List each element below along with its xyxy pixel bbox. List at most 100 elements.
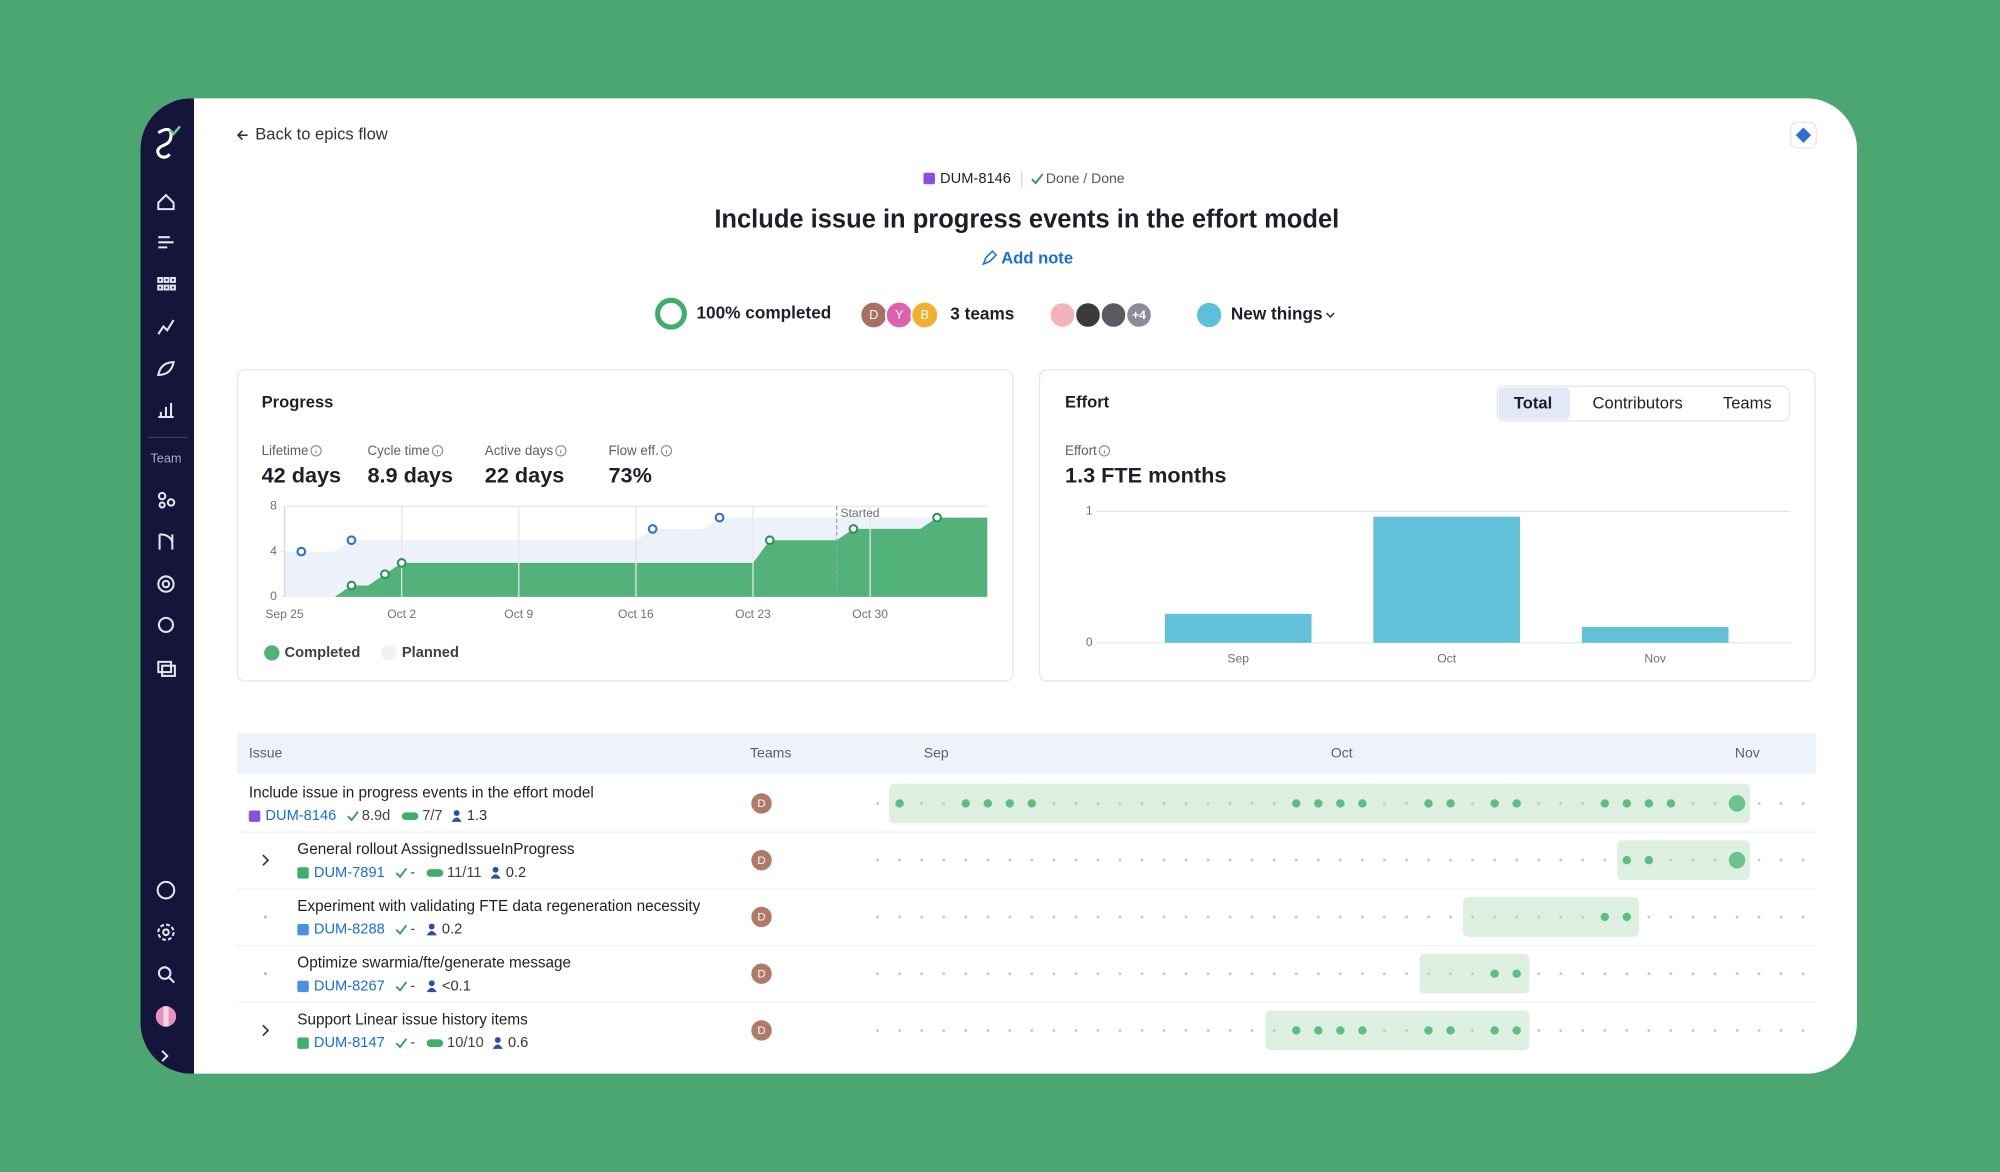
timeline-dot (942, 972, 946, 976)
tab[interactable]: Contributors (1593, 394, 1683, 413)
timeline-dot (1581, 972, 1585, 976)
category[interactable]: New things (1231, 304, 1323, 324)
nav-investment[interactable] (157, 361, 175, 376)
issue-key[interactable]: DUM-7891 (314, 865, 385, 881)
timeline-dot (986, 915, 990, 919)
contributors-more-badge[interactable] (1125, 301, 1153, 329)
data-point (764, 535, 775, 546)
issue-title[interactable]: Include issue in progress events in the … (249, 784, 594, 801)
issue-key[interactable]: DUM-8146 (265, 808, 336, 824)
timeline-dot (876, 915, 879, 919)
nav-home[interactable] (157, 193, 175, 211)
timeline-dot (1581, 802, 1585, 805)
x-tick-label: Sep 25 (265, 607, 304, 621)
effort: 0.2 (506, 865, 526, 881)
activity-dot (1490, 969, 1499, 978)
x-tick-label: Oct 16 (618, 607, 654, 621)
category-caret[interactable] (1325, 312, 1335, 318)
metric-label: Cycle time (367, 443, 429, 458)
timeline-dot (1360, 915, 1364, 919)
timeline-dot (964, 972, 968, 976)
issue-key[interactable]: DUM-8288 (314, 922, 385, 938)
timeline-dot (1713, 1029, 1717, 1032)
nav-pulls[interactable] (158, 533, 174, 550)
timeline-dot (1669, 915, 1673, 919)
timeline-dot (1250, 1029, 1254, 1032)
y-tick-label: 1 (1086, 504, 1093, 518)
completion: 100% completed (696, 302, 831, 322)
timeline-dot (1471, 858, 1474, 862)
timeline-dot (1449, 915, 1452, 919)
timeline-dot (942, 802, 946, 805)
issue-title[interactable]: Experiment with validating FTE data rege… (297, 898, 700, 915)
timeline-dot (986, 858, 990, 862)
nav-docs[interactable] (157, 660, 173, 674)
nav-settings[interactable] (157, 923, 175, 941)
timeline-dot (1713, 915, 1717, 919)
issue-key[interactable]: DUM-8267 (314, 978, 385, 994)
issue-title[interactable]: Optimize swarmia/fte/generate message (297, 955, 571, 972)
column-header: Issue (249, 744, 283, 760)
activity-dot (1600, 912, 1610, 922)
contributors-more[interactable]: +4 (1132, 308, 1146, 322)
nav-flow[interactable] (158, 236, 174, 249)
team-avatar-letter: D (757, 912, 765, 924)
timeline-dot (1228, 858, 1232, 862)
nav-team[interactable] (157, 491, 167, 501)
timeline-dot (1691, 858, 1695, 862)
timeline-dot (1471, 1029, 1474, 1032)
completion-ring (655, 297, 687, 330)
expand-chevron[interactable] (262, 1024, 270, 1037)
cycle-check (395, 867, 408, 879)
issue-key[interactable]: DUM-8147 (314, 1035, 385, 1051)
timeline-dot (1581, 858, 1585, 862)
team-avatar-letter: D (757, 855, 765, 867)
tab-active (1498, 387, 1571, 420)
sidebar-section: Team (150, 450, 181, 465)
back-link[interactable]: Back to epics flow (255, 125, 388, 144)
timeline-dot (1801, 1029, 1805, 1032)
x-tick-label: Oct 2 (387, 607, 416, 621)
nav-chat[interactable] (157, 616, 174, 633)
timeline-dot (898, 858, 902, 862)
team-avatar (751, 793, 772, 814)
timeline-dot (1801, 802, 1805, 805)
timeline-dot (1779, 1029, 1783, 1032)
timeline-dot (1449, 972, 1452, 976)
nav-help[interactable] (156, 880, 176, 900)
issue-title[interactable]: Support Linear issue history items (297, 1011, 528, 1028)
subtask-progress: 11/11 (447, 865, 482, 881)
issue-key[interactable]: DUM-8146 (940, 171, 1011, 187)
nav-focus[interactable] (157, 575, 175, 593)
activity-dot (1644, 799, 1654, 808)
timeline-dot (1030, 915, 1034, 919)
timeline-dot (1140, 858, 1144, 862)
tab[interactable]: Teams (1723, 394, 1772, 413)
person-body (426, 930, 437, 936)
timeline-dot (1096, 858, 1100, 862)
timeline-dot (1691, 802, 1695, 805)
nav-trends[interactable] (157, 319, 175, 335)
teams-count[interactable]: 3 teams (950, 304, 1014, 324)
nav-expand[interactable] (161, 1050, 169, 1062)
expand-chevron[interactable] (262, 854, 270, 866)
tab[interactable]: Total (1514, 394, 1552, 413)
legend-label: Completed (285, 645, 361, 661)
team-avatar (751, 1020, 772, 1041)
bar (1373, 516, 1521, 643)
timeline-dot (1338, 972, 1342, 976)
timeline-dot (1559, 915, 1563, 919)
add-note[interactable]: Add note (1001, 248, 1073, 267)
nav-grid[interactable] (157, 276, 176, 291)
timeline-dot (1162, 1029, 1166, 1032)
back-arrow[interactable] (236, 130, 248, 141)
timeline-dot (986, 972, 990, 976)
timeline-dot (1735, 1029, 1739, 1032)
x-tick-label: Oct 30 (852, 607, 888, 621)
issue-title[interactable]: General rollout AssignedIssueInProgress (297, 841, 575, 858)
timeline-dot (920, 858, 924, 862)
nav-search[interactable] (157, 966, 172, 980)
nav-reports[interactable] (158, 402, 174, 419)
timeline-dot (1647, 972, 1651, 976)
